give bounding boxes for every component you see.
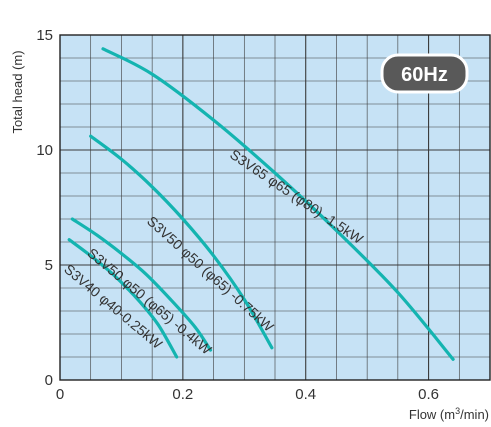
x-axis-title-superscript: 3: [455, 406, 460, 416]
y-tick-label: 0: [45, 372, 53, 389]
y-tick-label: 5: [45, 257, 53, 274]
x-tick-label: 0.6: [418, 386, 439, 403]
x-tick-label: 0.4: [295, 386, 316, 403]
series-curve-2: [89, 134, 274, 350]
series-curve-1: [101, 47, 455, 361]
tick-labels: 0 0.2 0.4 0.6 0 5 10 15: [36, 27, 439, 403]
series-curve-4: [67, 238, 179, 359]
plot-frame: [59, 34, 491, 381]
x-axis-title-main: Flow (m: [409, 407, 455, 422]
badge-background: [380, 53, 469, 94]
y-axis-title: Total head (m): [10, 50, 25, 133]
x-axis-title: Flow (m3/min): [409, 406, 489, 422]
series-curve-3: [70, 217, 213, 352]
frequency-badge: 60Hz: [380, 53, 469, 94]
x-tick-label: 0.2: [172, 386, 193, 403]
x-axis-title-tail: /min): [460, 407, 489, 422]
x-tick-label: 0: [56, 386, 64, 403]
curves: [67, 47, 455, 361]
badge-label: 60Hz: [401, 64, 448, 86]
y-tick-label: 10: [36, 142, 53, 159]
y-tick-label: 15: [36, 27, 53, 44]
